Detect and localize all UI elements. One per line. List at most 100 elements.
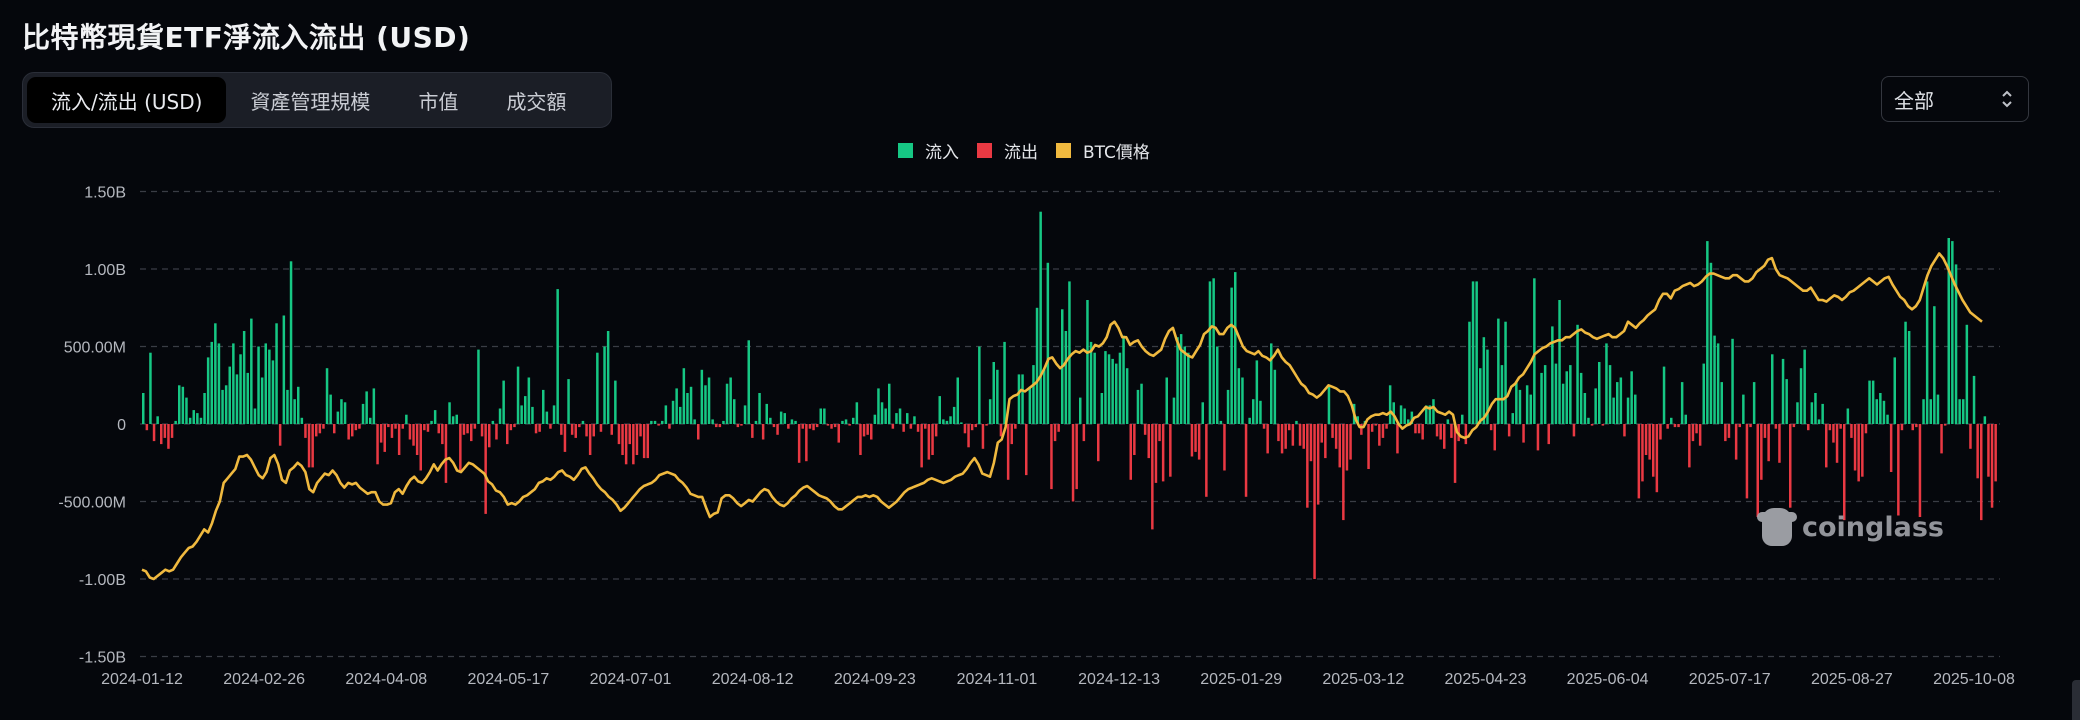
inflow-bar[interactable] [264, 343, 268, 424]
outflow-bar[interactable] [549, 424, 552, 429]
inflow-bar[interactable] [783, 413, 787, 424]
outflow-bar[interactable] [170, 424, 174, 438]
inflow-bar[interactable] [1486, 349, 1489, 424]
outflow-bar[interactable] [167, 424, 170, 449]
outflow-bar[interactable] [1522, 424, 1525, 443]
legend-item-outflow[interactable]: 流出 [977, 138, 1038, 163]
outflow-bar[interactable] [866, 424, 869, 435]
inflow-bar[interactable] [1432, 399, 1435, 424]
outflow-bar[interactable] [1641, 424, 1644, 482]
inflow-bar[interactable] [1875, 399, 1879, 424]
outflow-bar[interactable] [1453, 424, 1457, 483]
inflow-bar[interactable] [1533, 278, 1536, 424]
inflow-bar[interactable] [880, 402, 884, 424]
inflow-bar[interactable] [1295, 420, 1298, 424]
inflow-bar[interactable] [531, 406, 534, 424]
inflow-bar[interactable] [1958, 399, 1961, 424]
outflow-bar[interactable] [1648, 424, 1651, 460]
outflow-bar[interactable] [1334, 424, 1338, 449]
outflow-bar[interactable] [761, 424, 765, 440]
inflow-bar[interactable] [1183, 346, 1187, 425]
inflow-bar[interactable] [952, 406, 956, 424]
outflow-bar[interactable] [1655, 424, 1659, 493]
outflow-bar[interactable] [1320, 424, 1324, 443]
inflow-bar[interactable] [960, 422, 963, 424]
inflow-bar[interactable] [1497, 318, 1500, 424]
outflow-bar[interactable] [480, 424, 484, 437]
outflow-bar[interactable] [578, 424, 581, 428]
inflow-bar[interactable] [192, 410, 196, 424]
outflow-bar[interactable] [1749, 424, 1752, 428]
inflow-bar[interactable] [877, 388, 880, 424]
outflow-bar[interactable] [1976, 424, 1979, 479]
outflow-bar[interactable] [1349, 424, 1352, 460]
outflow-bar[interactable] [787, 424, 790, 429]
outflow-bar[interactable] [927, 424, 931, 460]
outflow-bar[interactable] [837, 424, 841, 443]
outflow-bar[interactable] [1223, 424, 1226, 471]
outflow-bar[interactable] [985, 424, 988, 426]
outflow-bar[interactable] [1864, 424, 1868, 434]
outflow-bar[interactable] [599, 424, 603, 432]
outflow-bar[interactable] [1190, 424, 1194, 457]
inflow-bar[interactable] [1587, 417, 1590, 424]
inflow-bar[interactable] [1608, 365, 1612, 424]
inflow-bar[interactable] [1216, 346, 1219, 425]
inflow-bar[interactable] [1208, 281, 1212, 424]
inflow-bar[interactable] [1983, 416, 1987, 425]
outflow-bar[interactable] [1151, 424, 1154, 530]
inflow-bar[interactable] [898, 408, 902, 425]
outflow-bar[interactable] [415, 424, 419, 455]
outflow-bar[interactable] [870, 424, 873, 440]
outflow-bar[interactable] [1284, 424, 1287, 449]
inflow-bar[interactable] [286, 389, 289, 424]
outflow-bar[interactable] [351, 424, 354, 437]
outflow-bar[interactable] [1547, 424, 1551, 445]
outflow-bar[interactable] [437, 424, 441, 434]
outflow-bar[interactable] [931, 424, 934, 455]
inflow-bar[interactable] [1068, 281, 1071, 424]
outflow-bar[interactable] [801, 424, 805, 429]
outflow-bar[interactable] [1990, 424, 1994, 508]
tab-aum[interactable]: 資產管理規模 [250, 89, 371, 114]
outflow-bar[interactable] [736, 424, 740, 428]
outflow-bar[interactable] [797, 424, 801, 463]
outflow-bar[interactable] [776, 424, 779, 435]
inflow-bar[interactable] [1482, 337, 1486, 424]
outflow-bar[interactable] [1443, 424, 1446, 449]
inflow-bar[interactable] [1479, 368, 1482, 424]
outflow-bar[interactable] [585, 424, 588, 437]
outflow-bar[interactable] [163, 424, 167, 438]
outflow-bar[interactable] [1280, 424, 1284, 454]
outflow-bar[interactable] [1774, 424, 1778, 429]
outflow-bar[interactable] [1414, 424, 1417, 434]
inflow-bar[interactable] [1846, 408, 1850, 425]
inflow-bar[interactable] [729, 377, 732, 425]
outflow-bar[interactable] [1143, 424, 1147, 435]
outflow-bar[interactable] [408, 424, 412, 440]
inflow-bar[interactable] [844, 419, 848, 425]
inflow-bar[interactable] [1605, 343, 1608, 424]
inflow-bar[interactable] [228, 366, 232, 424]
outflow-bar[interactable] [401, 424, 405, 429]
inflow-bar[interactable] [1634, 394, 1637, 424]
inflow-bar[interactable] [369, 417, 372, 424]
outflow-bar[interactable] [999, 424, 1003, 437]
inflow-bar[interactable] [743, 405, 747, 424]
range-select[interactable]: 全部 [1881, 76, 2029, 122]
inflow-bar[interactable] [679, 406, 682, 424]
outflow-bar[interactable] [1331, 424, 1334, 438]
inflow-bar[interactable] [1561, 383, 1565, 424]
inflow-bar[interactable] [1046, 262, 1050, 424]
outflow-bar[interactable] [506, 424, 509, 445]
outflow-bar[interactable] [1767, 424, 1770, 462]
inflow-bar[interactable] [214, 323, 217, 425]
inflow-bar[interactable] [448, 402, 451, 424]
inflow-bar[interactable] [913, 416, 916, 425]
inflow-bar[interactable] [1093, 352, 1096, 424]
inflow-bar[interactable] [1680, 382, 1684, 424]
inflow-bar[interactable] [257, 346, 260, 425]
inflow-bar[interactable] [181, 386, 185, 424]
outflow-bar[interactable] [1342, 424, 1345, 521]
inflow-bar[interactable] [1929, 399, 1933, 424]
